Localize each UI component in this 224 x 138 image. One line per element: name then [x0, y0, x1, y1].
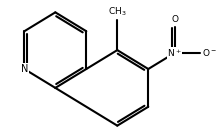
Text: N: N	[21, 64, 28, 74]
Text: N$^+$: N$^+$	[167, 47, 182, 59]
Text: O$^-$: O$^-$	[202, 47, 217, 59]
Text: O: O	[171, 15, 178, 24]
Text: CH$_3$: CH$_3$	[108, 5, 127, 18]
